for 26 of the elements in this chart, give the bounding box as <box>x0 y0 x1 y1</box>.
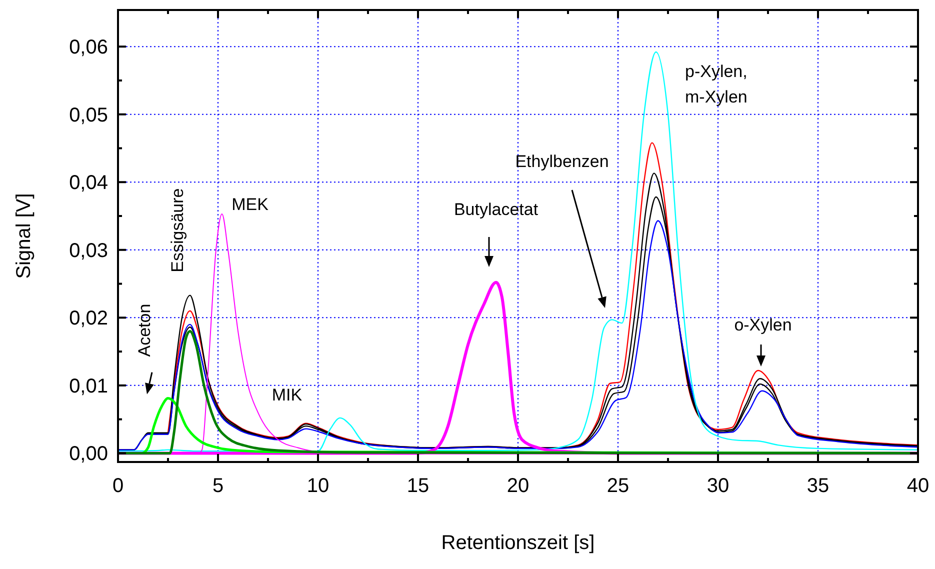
y-tick-label: 0,06 <box>69 36 108 59</box>
annotation: p-Xylen, m-Xylen <box>685 62 748 107</box>
y-tick-label: 0,00 <box>69 443 108 466</box>
x-tick-label: 15 <box>406 475 430 497</box>
y-axis-title: Signal [V] <box>13 193 35 279</box>
y-tick-label: 0,03 <box>69 240 108 262</box>
annotation: o-Xylen <box>734 316 792 335</box>
x-tick-label: 0 <box>112 475 124 497</box>
x-tick-label: 35 <box>806 475 830 497</box>
x-tick-label: 25 <box>606 475 630 497</box>
annotation: Aceton <box>135 304 154 357</box>
x-axis-title: Retentionszeit [s] <box>441 532 595 554</box>
annotation: MEK <box>232 194 270 214</box>
y-tick-label: 0,01 <box>69 375 108 398</box>
x-tick-label: 10 <box>306 475 330 497</box>
x-tick-label: 5 <box>212 475 224 497</box>
x-tick-label: 20 <box>506 475 530 497</box>
y-tick-label: 0,05 <box>69 104 108 126</box>
annotation: Ethylbenzen <box>515 152 609 171</box>
y-tick-label: 0,02 <box>69 308 108 330</box>
x-tick-label: 40 <box>906 475 930 497</box>
annotation: Butylacetat <box>454 200 538 219</box>
annotation: MIK <box>272 385 303 404</box>
x-tick-label: 30 <box>706 475 730 497</box>
annotation: Essigsäure <box>168 188 187 272</box>
y-tick-label: 0,04 <box>69 172 108 194</box>
